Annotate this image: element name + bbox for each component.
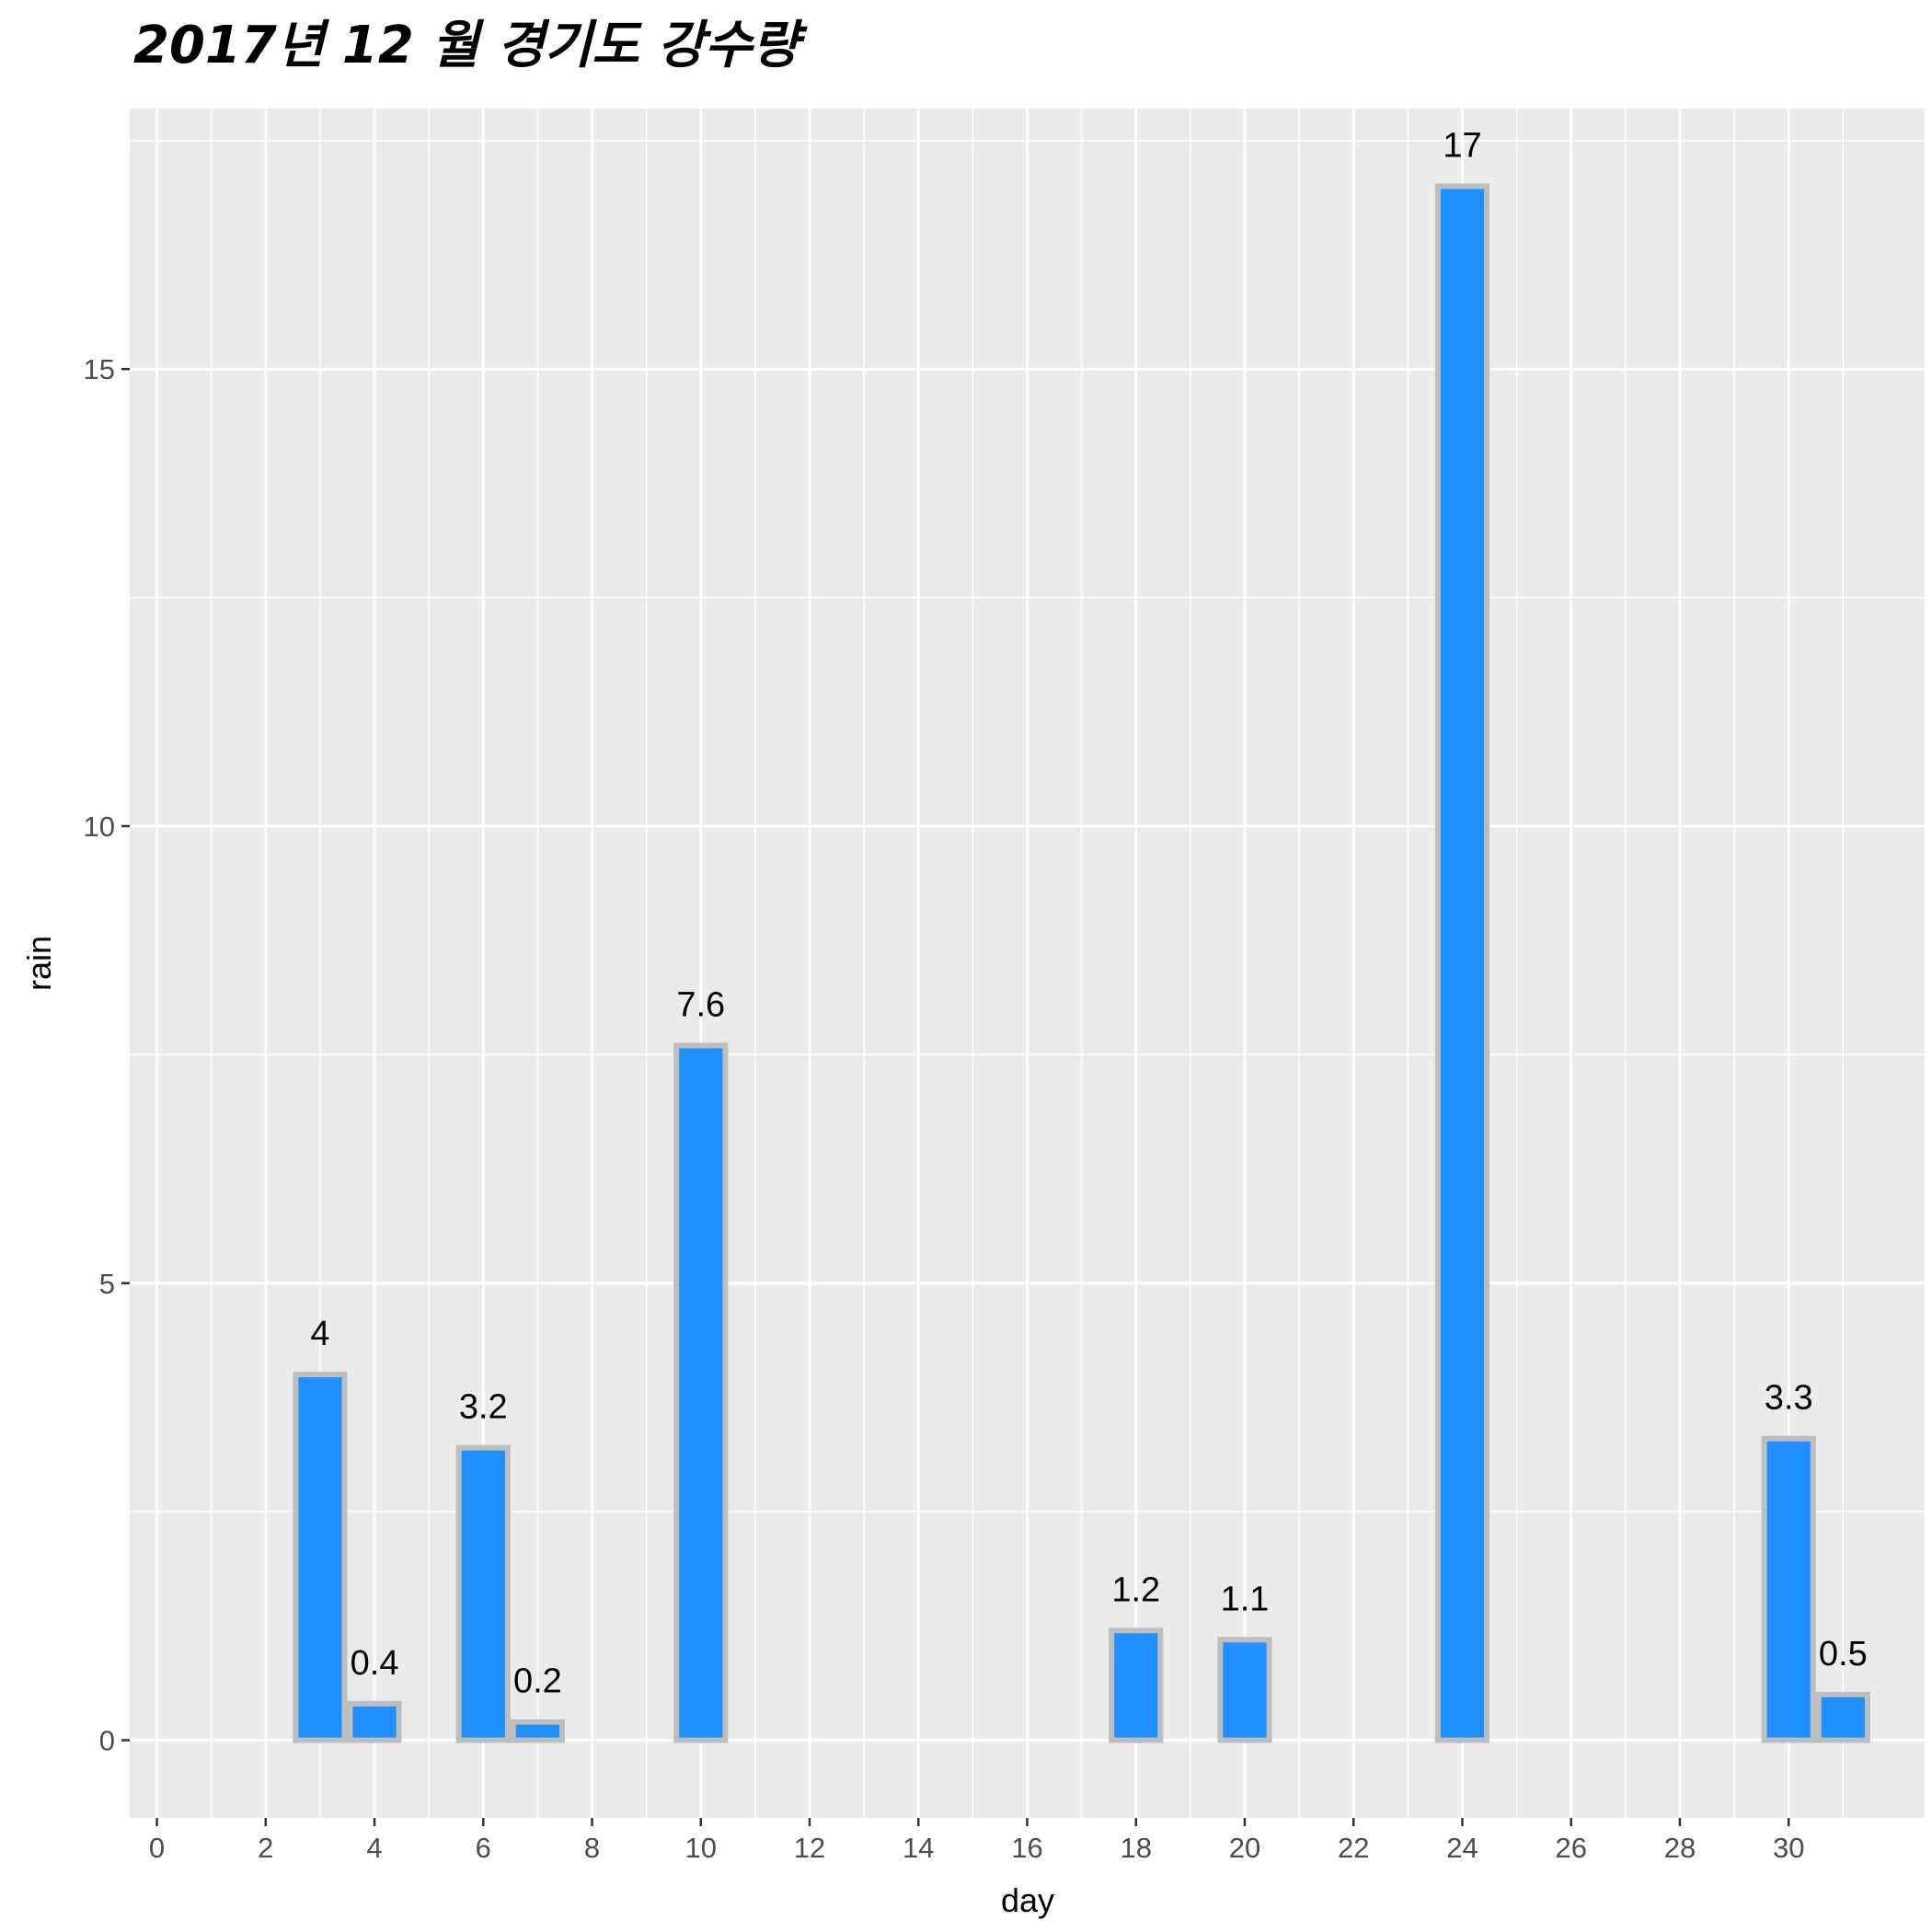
bar-value-label: 1.2 (1111, 1570, 1160, 1609)
x-tick-label: 6 (476, 1832, 491, 1864)
x-tick-label: 28 (1664, 1832, 1696, 1864)
x-tick-label: 24 (1446, 1832, 1478, 1864)
x-tick-label: 26 (1555, 1832, 1586, 1864)
bar (673, 1042, 729, 1743)
bar-value-label: 7.6 (676, 985, 725, 1024)
y-tick-label: 0 (99, 1725, 115, 1757)
y-tick-label: 15 (84, 353, 115, 385)
x-tick-label: 16 (1011, 1832, 1042, 1864)
bar (1761, 1435, 1816, 1743)
bar (347, 1700, 402, 1743)
bar-value-label: 3.3 (1765, 1379, 1813, 1418)
x-tick-label: 22 (1338, 1832, 1369, 1864)
bar-value-label: 3.2 (459, 1388, 508, 1427)
x-tick-label: 20 (1229, 1832, 1260, 1864)
x-axis-title: day (1001, 1881, 1054, 1919)
x-tick-label: 0 (149, 1832, 165, 1864)
bar-value-label: 0.5 (1819, 1635, 1868, 1673)
x-tick-label: 2 (258, 1832, 273, 1864)
y-axis: 0 5 10 15 (84, 353, 130, 1757)
bar (1109, 1627, 1164, 1743)
data-labels: 4 0.4 3.2 0.2 7.6 1.2 1.1 17 3.3 0.5 (310, 126, 1867, 1700)
x-tick-label: 18 (1121, 1832, 1152, 1864)
chart-title: 2017년 12 월 경기도 강수량 (133, 16, 808, 75)
x-tick-label: 8 (584, 1832, 600, 1864)
bars (293, 183, 1870, 1743)
x-tick-label: 14 (903, 1832, 934, 1864)
bar (293, 1372, 348, 1743)
y-tick-label: 5 (99, 1268, 115, 1300)
bar (1217, 1637, 1272, 1743)
minor-gridlines (130, 109, 1925, 1818)
bar (455, 1444, 511, 1743)
bar (510, 1719, 566, 1743)
bar-value-label: 17 (1443, 126, 1481, 165)
x-tick-label: 12 (794, 1832, 825, 1864)
x-tick-label: 30 (1773, 1832, 1804, 1864)
x-axis: 0 2 4 6 8 10 12 14 16 18 20 22 24 26 28 30 (149, 1818, 1804, 1864)
x-tick-label: 10 (685, 1832, 717, 1864)
bar (1434, 183, 1490, 1743)
bar (1815, 1691, 1870, 1743)
bar-value-label: 0.2 (513, 1662, 562, 1701)
bar-value-label: 0.4 (351, 1644, 399, 1683)
bar-value-label: 1.1 (1221, 1580, 1270, 1618)
x-tick-label: 4 (366, 1832, 382, 1864)
y-tick-label: 10 (84, 811, 115, 843)
y-axis-title: rain (20, 936, 58, 991)
bar-value-label: 4 (310, 1315, 329, 1353)
